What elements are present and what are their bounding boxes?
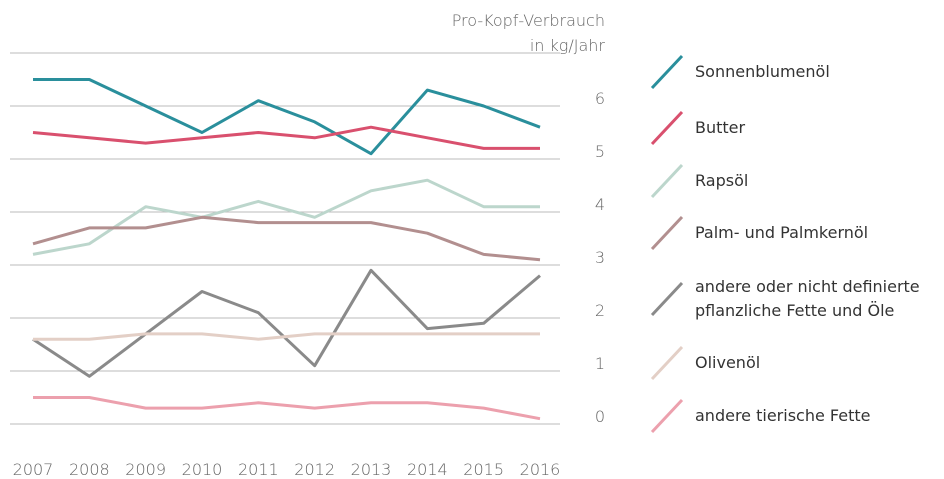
x-tick-label: 2016 [520, 460, 561, 479]
series-line [32, 215, 541, 262]
series-line [33, 78, 541, 156]
y-tick-label: 5 [595, 142, 605, 161]
legend-label: Rapsöl [695, 171, 749, 190]
x-tick-label: 2011 [238, 460, 279, 479]
y-tick-label: 6 [595, 89, 605, 108]
x-tick-label: 2013 [351, 460, 392, 479]
legend-swatch [650, 215, 684, 251]
y-axis-title: in kg/Jahr [530, 36, 606, 55]
y-tick-label: 0 [595, 407, 605, 426]
legend-label: Olivenöl [695, 353, 761, 372]
legend-swatch [650, 54, 684, 90]
x-tick-label: 2009 [125, 460, 166, 479]
y-tick-label: 1 [595, 354, 605, 373]
legend-label: Butter [695, 118, 746, 137]
legend-label: andere oder nicht definierte pflanzliche… [695, 277, 920, 320]
series-line [32, 178, 540, 256]
y-tick-label: 3 [595, 248, 605, 267]
series-line [32, 125, 540, 150]
y-axis-title: Pro-Kopf-Verbrauch [452, 11, 605, 30]
legend-label: andere tierische Fette [695, 406, 871, 425]
series-line [33, 332, 540, 341]
series-line [32, 268, 541, 378]
legend-swatch [650, 398, 684, 434]
legend-label: Palm- und Palmkernöl [695, 223, 869, 242]
y-tick-label: 2 [595, 301, 605, 320]
x-tick-label: 2008 [69, 460, 110, 479]
legend-swatch [650, 281, 684, 317]
legend-label: Sonnenblumenöl [695, 62, 830, 81]
legend-swatch [650, 110, 684, 146]
y-tick-label: 4 [595, 195, 605, 214]
x-tick-label: 2010 [182, 460, 223, 479]
legend-swatch [650, 345, 684, 381]
x-tick-label: 2014 [407, 460, 448, 479]
x-tick-label: 2015 [463, 460, 504, 479]
legend-swatch [650, 163, 684, 199]
x-tick-label: 2012 [294, 460, 335, 479]
series-line [33, 396, 541, 421]
x-tick-label: 2007 [13, 460, 54, 479]
